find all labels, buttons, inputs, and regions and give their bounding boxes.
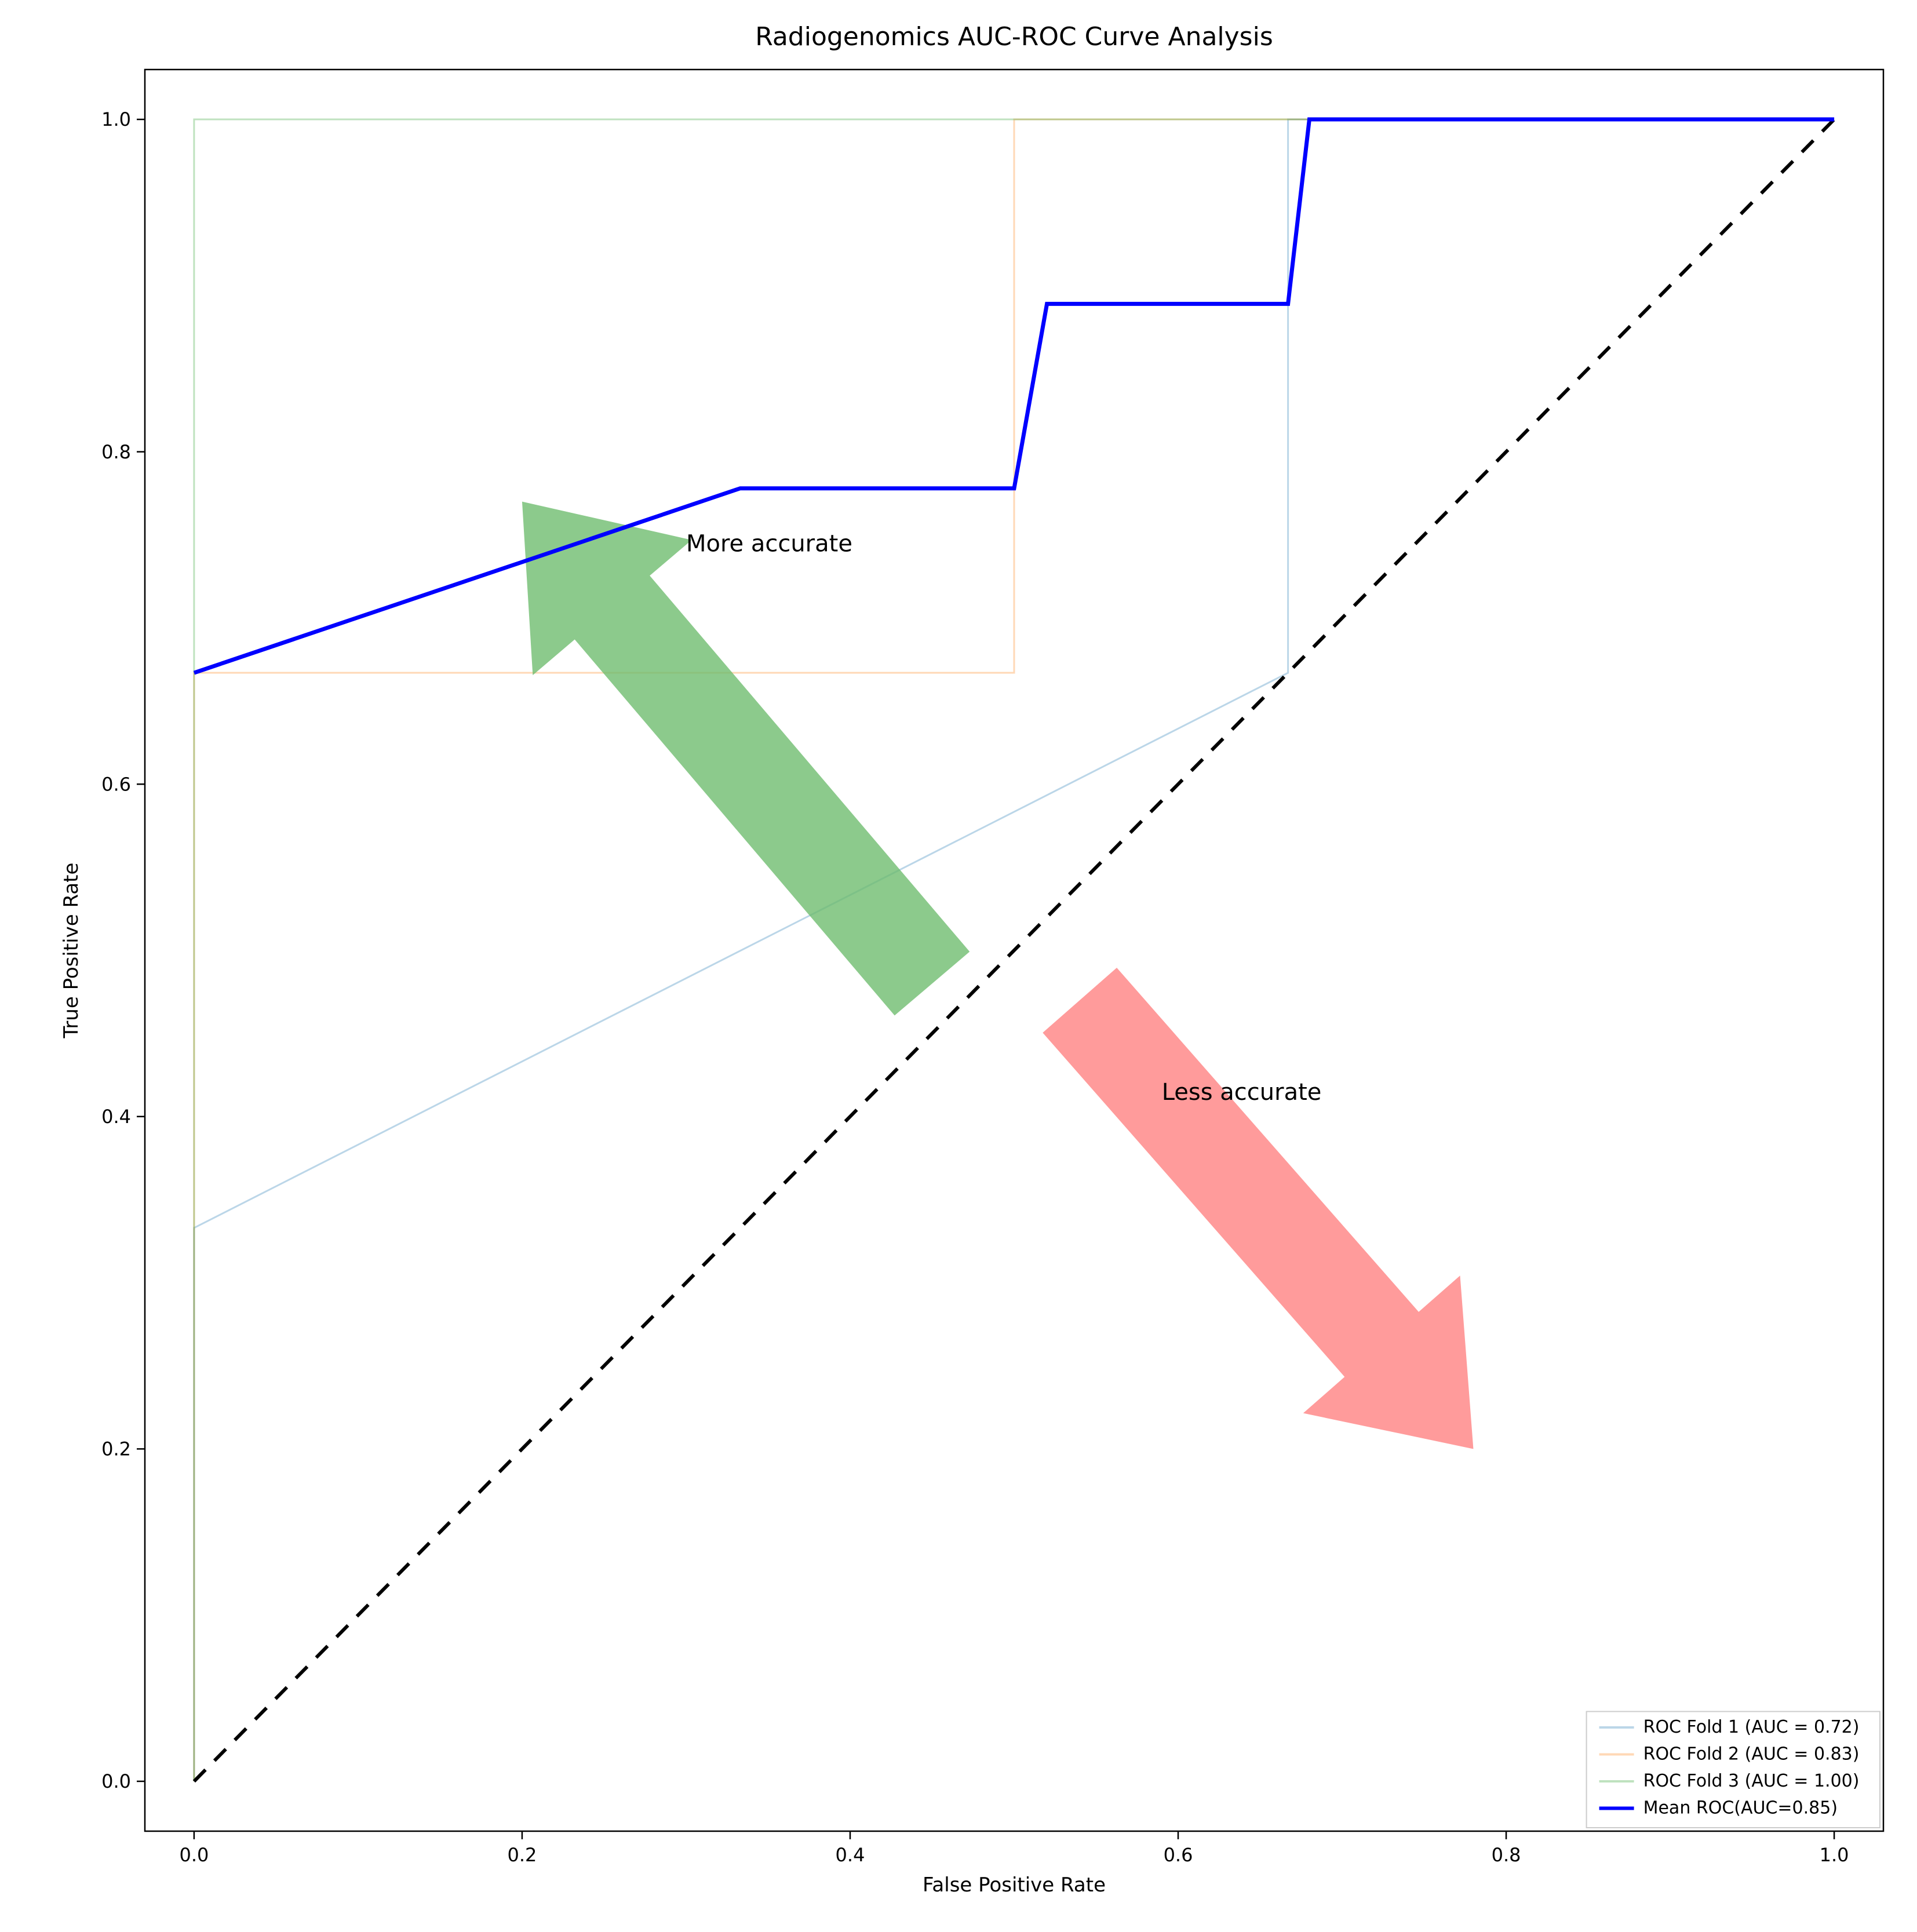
- legend-label-fold2: ROC Fold 2 (AUC = 0.83): [1643, 1744, 1860, 1765]
- roc-chart: 0.0 0.2 0.4 0.6 0.8 1.0 0.0 0.2 0.4 0.6 0.8 1.0 Fals…: [0, 0, 1917, 1932]
- x-axis-label: False Positive Rate: [923, 1873, 1106, 1897]
- ytick-label: 0.0: [101, 1770, 131, 1792]
- xtick-label: 0.6: [1164, 1844, 1193, 1866]
- xtick-label: 0.4: [836, 1844, 865, 1866]
- legend-label-fold1: ROC Fold 1 (AUC = 0.72): [1643, 1717, 1860, 1737]
- y-axis-label: True Positive Rate: [60, 863, 83, 1039]
- ytick-label: 0.2: [101, 1438, 131, 1460]
- chart-title: Radiogenomics AUC-ROC Curve Analysis: [755, 22, 1273, 52]
- legend-label-mean: Mean ROC(AUC=0.85): [1643, 1798, 1838, 1818]
- annotation-more-accurate: More accurate: [686, 531, 852, 557]
- xtick-label: 0.8: [1492, 1844, 1521, 1866]
- ytick-label: 0.4: [101, 1106, 131, 1128]
- ytick-label: 1.0: [101, 108, 131, 130]
- ytick-label: 0.6: [101, 773, 131, 795]
- legend: ROC Fold 1 (AUC = 0.72) ROC Fold 2 (AUC =…: [1587, 1712, 1880, 1828]
- legend-label-fold3: ROC Fold 3 (AUC = 1.00): [1643, 1771, 1860, 1791]
- ytick-label: 0.8: [101, 441, 131, 463]
- xtick-label: 1.0: [1820, 1844, 1849, 1866]
- annotation-less-accurate: Less accurate: [1162, 1079, 1322, 1106]
- xtick-label: 0.0: [179, 1844, 209, 1866]
- xtick-label: 0.2: [507, 1844, 537, 1866]
